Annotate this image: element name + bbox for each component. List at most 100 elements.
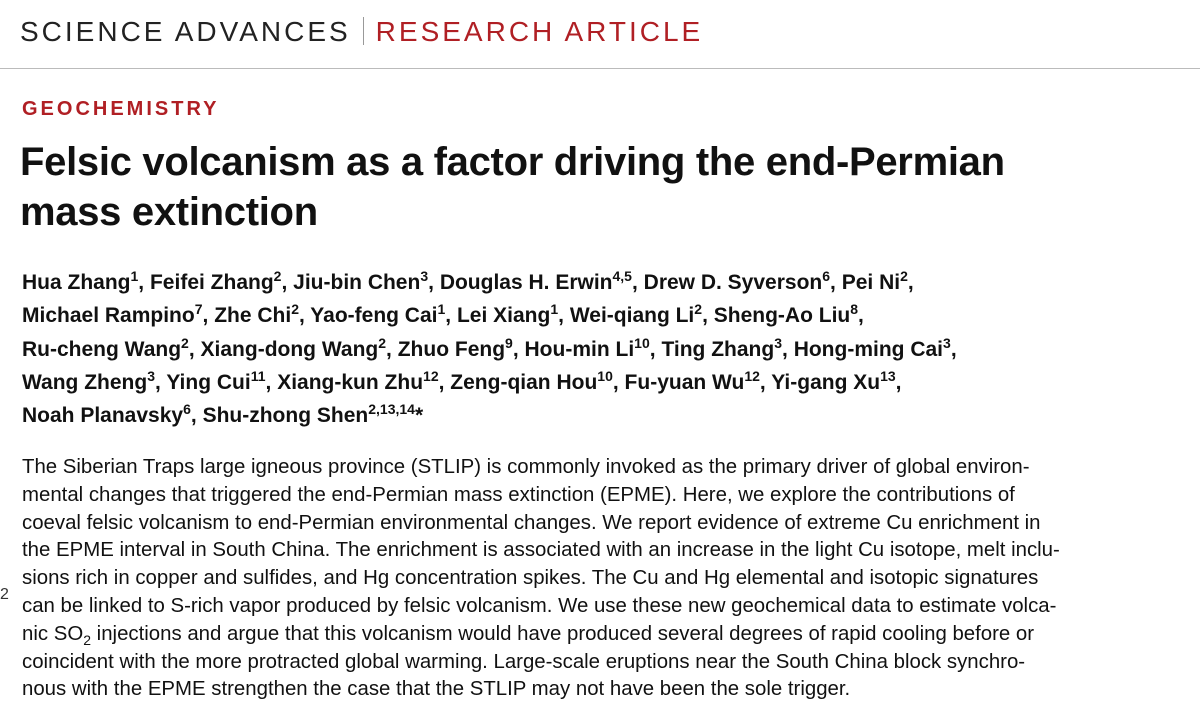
author-name: Ting Zhang: [661, 337, 775, 361]
delimiter: ,: [950, 337, 957, 361]
author-name: Shu-zhong Shen: [202, 404, 369, 428]
abstract-text: 2: [83, 631, 91, 648]
abstract-text: sions rich in copper and sulfides, and H…: [22, 567, 1039, 590]
delimiter: ,: [428, 271, 434, 294]
author-name: Ru-cheng Wang: [22, 337, 182, 361]
author-name: Zeng-qian Hou: [450, 370, 598, 394]
abstract-text: injections and argue that this volcanism…: [91, 622, 1035, 645]
abstract-line: sions rich in copper and sulfides, and H…: [22, 567, 1038, 590]
delimiter: ,: [702, 304, 708, 328]
affiliation: 10: [634, 334, 650, 351]
abstract-text: The Siberian Traps large igneous provinc…: [22, 456, 1030, 478]
affiliation: 2: [273, 268, 282, 284]
affiliation: 2: [900, 268, 908, 284]
delimiter: ,: [830, 271, 836, 294]
abstract-line: can be linked to S-rich vapor produced b…: [22, 595, 1056, 618]
author-name: Wei-qiang Li: [569, 304, 695, 328]
affiliation: 3: [943, 334, 951, 351]
delimiter: ,: [858, 304, 864, 328]
affiliation: 9: [505, 334, 513, 351]
delimiter: ,: [155, 370, 161, 394]
author-name: Xiang-dong Wang: [200, 337, 379, 361]
delimiter: ,: [190, 404, 197, 428]
author-name: Douglas H. Erwin: [439, 271, 613, 294]
affiliation: 12: [423, 367, 439, 384]
affiliation: 2: [694, 301, 703, 318]
abstract-text: coincident with the more protracted glob…: [22, 650, 1026, 673]
affiliation: 1: [550, 301, 559, 318]
abstract-line: nic SO2 injections and argue that this v…: [22, 623, 1034, 648]
delimiter: ,: [631, 271, 638, 294]
author-name: Fu-yuan Wu: [624, 370, 745, 394]
affiliation: 3: [147, 367, 155, 384]
margin-mark: 2: [0, 586, 9, 603]
header: SCIENCE ADVANCES RESEARCH ARTICLE: [20, 16, 703, 48]
delimiter: ,: [782, 337, 788, 361]
affiliation: 6: [822, 268, 831, 284]
abstract-line: the EPME interval in South China. The en…: [22, 539, 1060, 562]
title-line: mass extinction: [20, 190, 318, 234]
affiliation: 7: [194, 301, 203, 318]
affiliation: 8: [850, 301, 859, 318]
delimiter: ,: [895, 370, 902, 394]
author-line: Hua Zhang1, Feifei Zhang2, Jiu-bin Chen3…: [22, 268, 914, 295]
delimiter: ,: [438, 370, 445, 394]
author-name: Lei Xiang: [456, 304, 551, 328]
author-name: Noah Planavsky: [22, 404, 184, 428]
affiliation: 4,5: [612, 268, 632, 284]
author-name: Ying Cui: [166, 370, 251, 394]
delimiter: ,: [188, 337, 195, 361]
author-name: Sheng-Ao Liu: [713, 304, 851, 328]
abstract-text: coeval felsic volcanism to end-Permian e…: [22, 511, 1041, 534]
abstract-line: coincident with the more protracted glob…: [22, 651, 1025, 674]
abstract-text: can be linked to S-rich vapor produced b…: [22, 595, 1057, 617]
affiliation: 1: [130, 268, 139, 284]
author-name: Yi-gang Xu: [771, 370, 881, 394]
abstract-text: nous with the EPME strengthen the case t…: [22, 678, 851, 701]
affiliation: 13: [880, 367, 896, 384]
author-name: Wang Zheng: [22, 370, 148, 394]
divider: [362, 17, 364, 45]
author-line: Wang Zheng3, Ying Cui11, Xiang-kun Zhu12…: [22, 368, 902, 395]
affiliation: 6: [183, 401, 191, 418]
delimiter: ,: [138, 271, 145, 294]
category: GEOCHEMISTRY: [22, 98, 220, 120]
affiliation: 2: [378, 334, 387, 351]
header-rule: [0, 68, 1200, 69]
title-line: Felsic volcanism as a factor driving the…: [20, 140, 1005, 184]
affiliation: 3: [420, 268, 429, 284]
delimiter: ,: [202, 304, 209, 328]
delimiter: ,: [386, 337, 392, 361]
author-line: Ru-cheng Wang2, Xiang-dong Wang2, Zhuo F…: [22, 335, 957, 362]
journal-name: SCIENCE ADVANCES: [20, 16, 351, 47]
delimiter: ,: [445, 304, 452, 328]
section-name: RESEARCH ARTICLE: [375, 16, 704, 47]
author-name: Feifei Zhang: [149, 271, 274, 294]
author-name: Jiu-bin Chen: [293, 271, 421, 294]
affiliation: 10: [597, 367, 613, 384]
abstract-text: mental changes that triggered the end-Pe…: [22, 483, 1015, 506]
affiliation: 1: [437, 301, 446, 318]
author-line: Noah Planavsky6, Shu-zhong Shen2,13,14*: [22, 401, 423, 428]
author-name: Michael Rampino: [22, 304, 195, 328]
delimiter: ,: [649, 337, 656, 361]
author-name: Hong-ming Cai: [793, 337, 944, 361]
author-name: Hua Zhang: [22, 271, 131, 294]
author-name: Hou-min Li: [524, 337, 635, 361]
delimiter: ,: [281, 271, 288, 294]
delimiter: ,: [907, 271, 914, 294]
affiliation: 3: [774, 334, 782, 351]
author-name: Drew D. Syverson: [643, 271, 823, 294]
delimiter: ,: [558, 304, 564, 328]
author-name: Zhe Chi: [214, 304, 292, 328]
abstract-line: coeval felsic volcanism to end-Permian e…: [22, 512, 1041, 535]
affiliation: 11: [250, 367, 266, 384]
author-name: Pei Ni: [841, 271, 901, 294]
author-name: Xiang-kun Zhu: [277, 370, 424, 394]
affiliation: 2: [181, 334, 189, 351]
corresponding-mark: *: [414, 404, 424, 428]
abstract-line: The Siberian Traps large igneous provinc…: [22, 456, 1030, 479]
delimiter: ,: [512, 337, 519, 361]
affiliation: 2,13,14: [368, 401, 415, 418]
